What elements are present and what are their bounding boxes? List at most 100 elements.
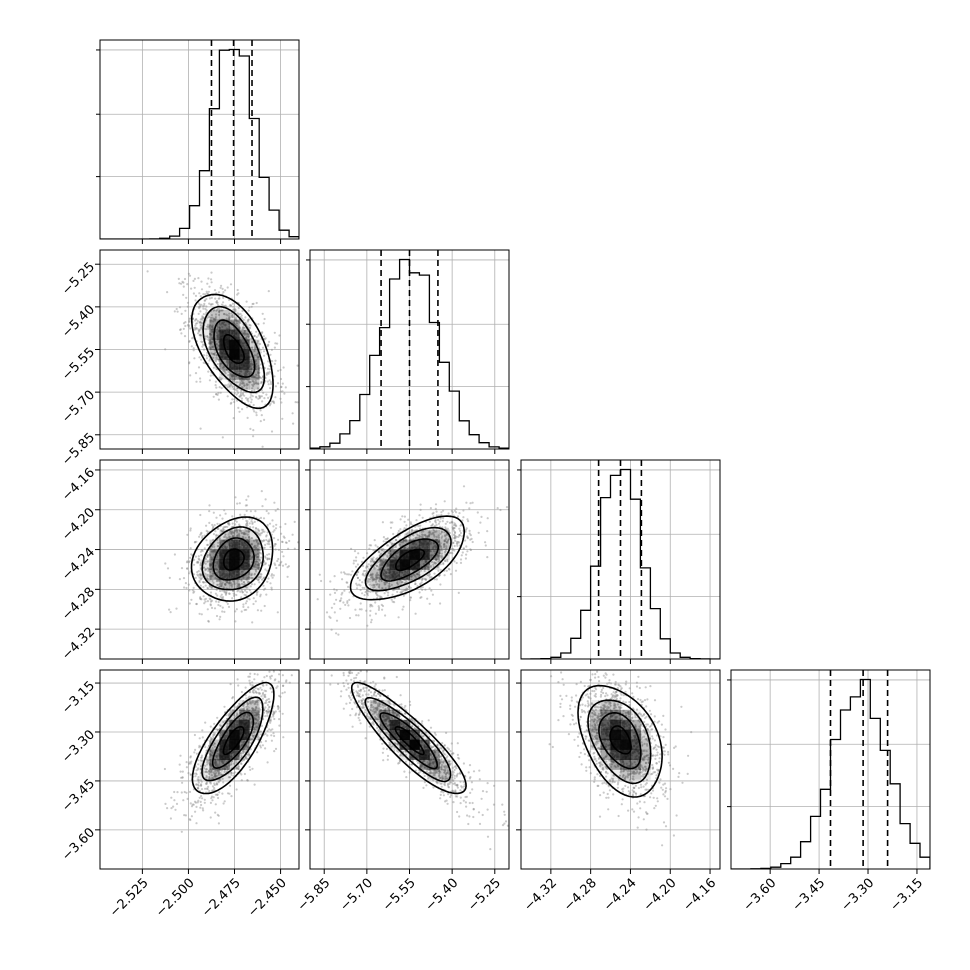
sample-point — [388, 582, 391, 585]
sample-point — [444, 548, 447, 551]
sample-point — [234, 388, 237, 391]
sample-point — [371, 579, 374, 582]
sample-point — [212, 511, 215, 514]
sample-point — [214, 775, 217, 779]
sample-point — [386, 594, 390, 597]
sample-point — [241, 379, 244, 382]
sample-point — [252, 565, 255, 568]
sample-point — [207, 290, 210, 293]
sample-point — [252, 385, 255, 388]
sample-point — [454, 523, 457, 526]
sample-point — [255, 540, 258, 544]
sample-point — [239, 392, 243, 395]
sample-point — [215, 534, 218, 538]
sample-point — [402, 539, 405, 543]
sample-point — [231, 302, 235, 305]
sample-point — [265, 699, 268, 703]
sample-point — [381, 521, 384, 524]
sample-point — [410, 528, 414, 531]
sample-point — [432, 550, 436, 553]
sample-point — [429, 550, 432, 553]
sample-point — [438, 550, 441, 553]
sample-point — [382, 536, 385, 539]
sample-point — [234, 309, 237, 313]
sample-point — [211, 324, 214, 327]
sample-point — [249, 717, 252, 720]
sample-point — [286, 575, 289, 578]
sample-point — [434, 521, 437, 524]
sample-point — [267, 512, 270, 515]
sample-point — [348, 591, 351, 594]
sample-point — [227, 361, 230, 364]
sample-point — [287, 565, 290, 568]
sample-point — [253, 334, 256, 337]
sample-point — [377, 568, 380, 571]
sample-point — [239, 336, 242, 339]
sample-point — [202, 317, 205, 320]
sample-point — [260, 332, 263, 335]
sample-point — [257, 364, 260, 367]
sample-point — [453, 526, 456, 530]
sample-point — [435, 558, 438, 562]
sample-point — [264, 556, 267, 559]
sample-point — [429, 554, 432, 557]
density-cell — [229, 529, 240, 540]
sample-point — [325, 611, 329, 614]
sample-point — [248, 530, 251, 533]
sample-point — [261, 381, 264, 384]
panel-frame — [520, 459, 721, 660]
sample-point — [349, 573, 353, 576]
sample-point — [212, 581, 215, 585]
sample-point — [268, 553, 271, 556]
sample-point — [429, 564, 432, 567]
sample-point — [401, 541, 404, 544]
sample-point — [389, 526, 393, 529]
sample-point — [212, 317, 215, 320]
sample-point — [194, 294, 198, 297]
sample-point — [255, 691, 258, 694]
sample-point — [214, 317, 217, 320]
sample-point — [255, 560, 258, 563]
sample-point — [252, 526, 255, 529]
sample-point — [243, 593, 246, 596]
sample-point — [218, 386, 221, 389]
sample-point — [257, 355, 260, 358]
sample-point — [263, 338, 266, 341]
sample-point — [243, 583, 246, 586]
sample-point — [393, 601, 396, 604]
sample-point — [251, 341, 254, 344]
sample-point — [235, 528, 238, 531]
sample-point — [443, 546, 446, 549]
sample-point — [230, 772, 233, 775]
sample-point — [344, 572, 347, 575]
sample-point — [260, 539, 263, 542]
sample-point — [259, 348, 262, 351]
sample-point — [208, 521, 211, 525]
density-cell — [379, 569, 390, 580]
sample-point — [435, 559, 438, 562]
sample-point — [462, 547, 465, 550]
sample-point — [209, 316, 213, 319]
sample-point — [228, 304, 231, 307]
sample-point — [391, 521, 394, 524]
sample-point — [245, 509, 248, 512]
sample-point — [213, 745, 216, 748]
sample-point — [216, 393, 219, 396]
sample-point — [198, 356, 201, 359]
sample-point — [446, 520, 449, 523]
sample-point — [250, 401, 253, 404]
sample-point — [265, 393, 268, 396]
sample-point — [396, 590, 399, 594]
sample-point — [390, 598, 393, 601]
sample-point — [192, 349, 195, 352]
sample-point — [256, 340, 259, 343]
sample-point — [444, 534, 447, 537]
sample-point — [240, 389, 243, 392]
sample-point — [252, 381, 256, 384]
sample-point — [198, 612, 201, 615]
density-cell — [439, 529, 450, 540]
sample-point — [277, 564, 281, 567]
sample-point — [438, 559, 441, 562]
sample-point — [269, 402, 272, 405]
sample-point — [200, 326, 203, 329]
